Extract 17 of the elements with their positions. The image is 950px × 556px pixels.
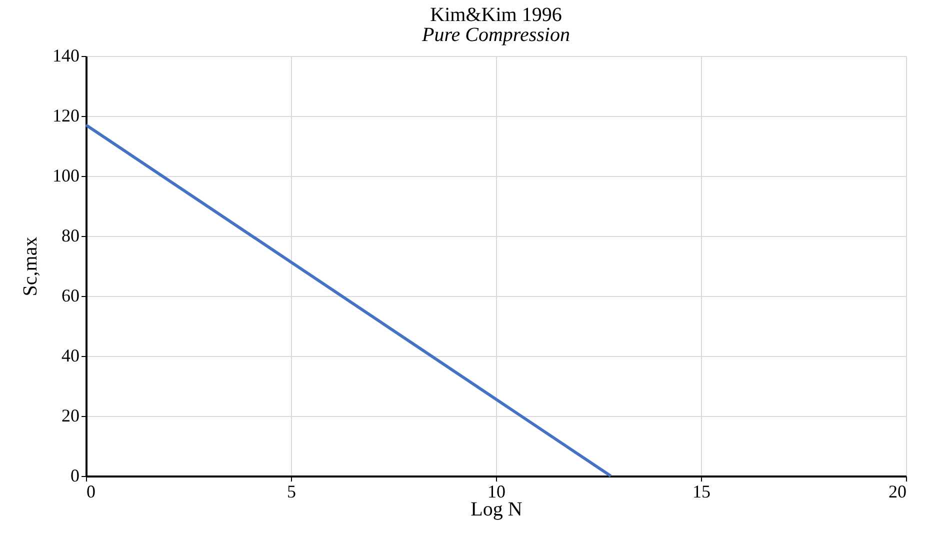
- x-tick-label: 20: [888, 482, 906, 502]
- y-tick-label: 120: [52, 106, 80, 126]
- chart-title: Kim&Kim 1996: [430, 4, 562, 26]
- y-tick-label: 60: [62, 286, 80, 306]
- y-tick-label: 40: [62, 346, 80, 366]
- x-tick-label: 0: [86, 482, 96, 502]
- x-tick-label: 15: [692, 482, 710, 502]
- y-tick-label: 100: [52, 166, 80, 186]
- y-tick-label: 0: [70, 466, 80, 486]
- y-tick-label: 140: [52, 46, 80, 66]
- chart-subtitle: Pure Compression: [421, 24, 570, 46]
- y-axis-title: Sc,max: [20, 236, 42, 296]
- y-tick-label: 80: [62, 226, 80, 246]
- y-tick-label: 20: [62, 406, 80, 426]
- x-tick-label: 10: [488, 482, 506, 502]
- x-axis-title: Log N: [470, 498, 522, 520]
- x-tick-label: 5: [287, 482, 296, 502]
